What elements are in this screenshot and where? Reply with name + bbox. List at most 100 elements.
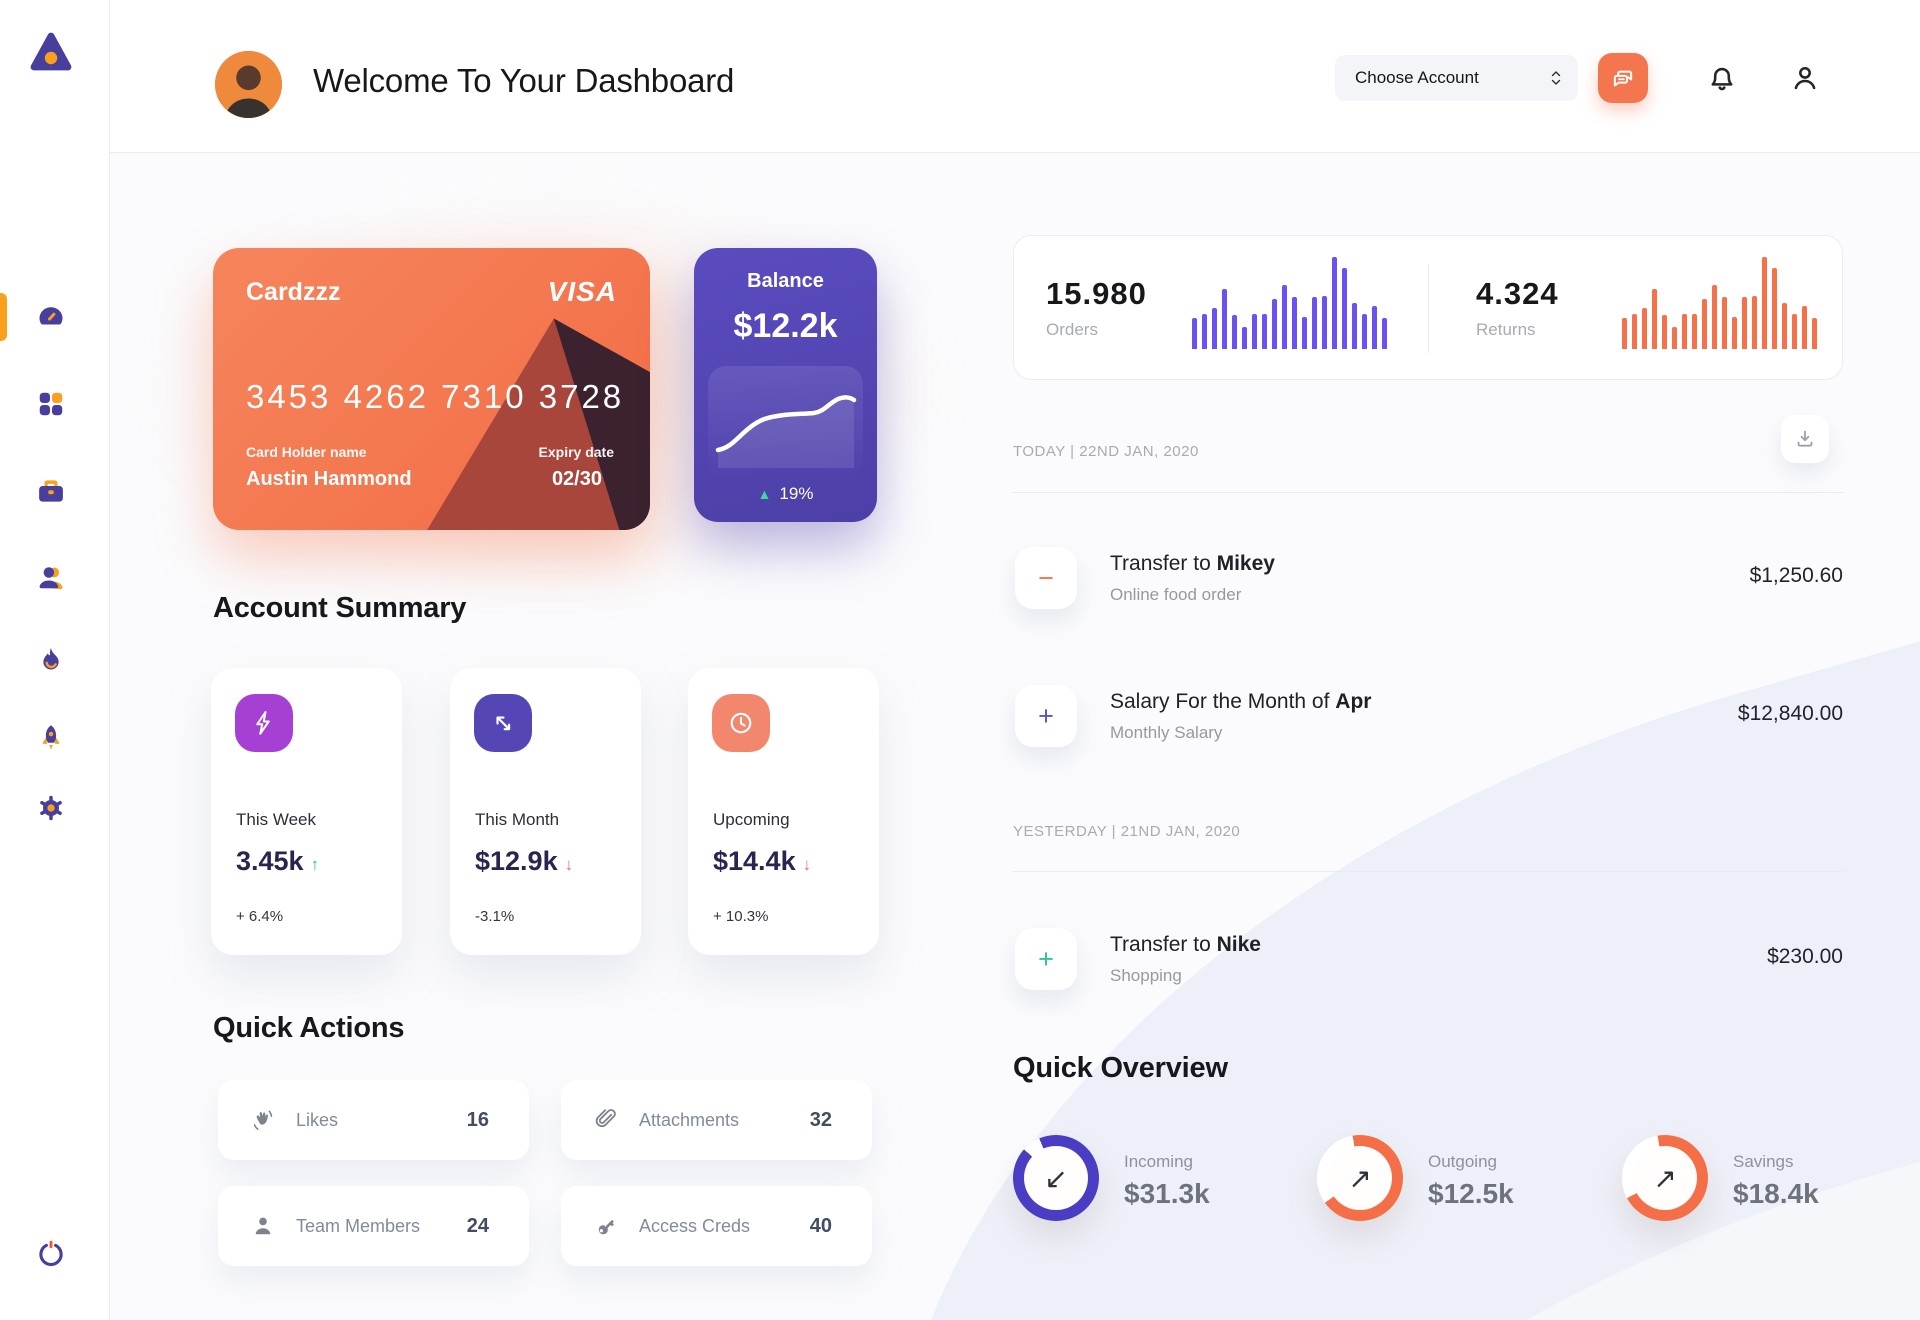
section-divider [1013, 492, 1843, 493]
transaction-amount: $12,840.00 [1737, 702, 1843, 725]
select-chevrons-icon [1551, 71, 1561, 85]
transaction-row[interactable]: + Transfer to Nike Shopping $230.00 [1013, 928, 1843, 990]
summary-card-upcoming[interactable]: Upcoming $14.4k ↓ + 10.3% [688, 668, 879, 955]
balance-card: Balance $12.2k ▲ 19% [694, 248, 877, 522]
summary-card-month[interactable]: This Month $12.9k ↓ -3.1% [450, 668, 641, 955]
account-summary-heading: Account Summary [213, 592, 467, 624]
grid-icon [39, 392, 63, 416]
transaction-subtitle: Shopping [1110, 966, 1182, 985]
user-avatar [215, 51, 282, 118]
card-name: Cardzzz [246, 278, 341, 306]
sidebar-item-dashboard[interactable] [36, 302, 66, 332]
balance-value: $12.2k [733, 307, 838, 345]
active-nav-indicator [0, 293, 7, 341]
sidebar [0, 0, 110, 1320]
sidebar-item-contacts[interactable] [36, 563, 66, 593]
profile-icon [1794, 66, 1816, 90]
transaction-amount: $1,250.60 [1749, 564, 1843, 587]
sidebar-item-settings[interactable] [36, 793, 66, 823]
quick-action-access-creds[interactable]: Access Creds 40 [561, 1186, 872, 1266]
bell-icon [1711, 67, 1733, 91]
returns-bar-chart [1622, 256, 1822, 349]
quick-action-count: 16 [466, 1108, 489, 1131]
balance-change-value: 19% [779, 484, 814, 503]
member-icon [255, 1217, 271, 1235]
gauge-value: $18.4k [1733, 1178, 1819, 1209]
arrow-down-left-icon: ↙ [1024, 1146, 1088, 1210]
summary-value: 3.45k ↑ [236, 846, 320, 876]
quick-action-label: Likes [296, 1109, 339, 1130]
section-divider [1013, 871, 1843, 872]
summary-delta: + 6.4% [236, 908, 284, 925]
transaction-subtitle: Monthly Salary [1110, 723, 1223, 742]
quick-action-team-members[interactable]: Team Members 24 [218, 1186, 529, 1266]
quick-action-label: Attachments [639, 1109, 740, 1130]
card-expiry-label: Expiry date [538, 444, 614, 460]
clap-icon [253, 1110, 273, 1130]
rocket-icon [42, 725, 60, 750]
download-button[interactable] [1781, 415, 1829, 463]
sidebar-item-trending[interactable] [36, 645, 66, 675]
key-icon [598, 1219, 614, 1235]
card-number: 3453 4262 7310 3728 [246, 378, 625, 415]
gauge-label: Outgoing [1428, 1152, 1497, 1171]
returns-label: Returns [1476, 320, 1536, 339]
summary-card-week[interactable]: This Week 3.45k ↑ + 6.4% [211, 668, 402, 955]
quick-action-likes[interactable]: Likes 16 [218, 1080, 529, 1160]
flame-icon [43, 647, 59, 670]
sidebar-item-logout[interactable] [36, 1238, 66, 1268]
quick-action-count: 40 [809, 1214, 832, 1237]
balance-change: ▲ 19% [694, 484, 877, 504]
clock-icon [730, 712, 752, 734]
card-holder-label: Card Holder name [246, 444, 367, 460]
up-arrow-icon: ▲ [757, 486, 772, 502]
triangle-logo-icon [30, 32, 72, 71]
quick-action-count: 32 [809, 1108, 832, 1131]
lightning-tile [235, 694, 293, 752]
credit-card: Cardzzz VISA 3453 4262 7310 3728 Card Ho… [213, 248, 650, 530]
balance-chart-panel [708, 366, 863, 478]
panel-divider [1428, 264, 1429, 353]
transaction-title: Salary For the Month of Apr [1110, 690, 1372, 713]
avatar-photo [215, 51, 282, 118]
transaction-row[interactable]: + Salary For the Month of Apr Monthly Sa… [1013, 685, 1843, 747]
visa-logo: VISA [547, 276, 617, 307]
transaction-row[interactable]: − Transfer to Mikey Online food order $1… [1013, 547, 1843, 609]
user-icon [39, 567, 63, 590]
profile-button[interactable] [1788, 61, 1822, 95]
sidebar-item-portfolio[interactable] [36, 476, 66, 506]
summary-value: $14.4k ↓ [713, 846, 812, 876]
clock-tile [712, 694, 770, 752]
transfer-arrows-icon [496, 716, 511, 731]
briefcase-icon [39, 480, 63, 502]
chat-icon [1613, 70, 1633, 87]
header: Welcome To Your Dashboard Choose Account [110, 0, 1920, 153]
transaction-amount: $230.00 [1767, 945, 1843, 968]
card-holder-name: Austin Hammond [246, 468, 412, 490]
trend-up-icon: ↑ [310, 855, 320, 874]
choose-account-select[interactable]: Choose Account [1335, 55, 1578, 101]
summary-delta: + 10.3% [713, 908, 769, 925]
quick-action-count: 24 [466, 1214, 489, 1237]
sidebar-item-launch[interactable] [36, 723, 66, 753]
orders-returns-panel: 15.980 Orders 4.324 Returns [1013, 235, 1843, 380]
sidebar-item-apps[interactable] [36, 389, 66, 419]
summary-period: This Week [236, 810, 316, 829]
quick-action-attachments[interactable]: Attachments 32 [561, 1080, 872, 1160]
messages-button[interactable] [1598, 53, 1648, 103]
arrow-up-right-icon: ↗ [1328, 1146, 1392, 1210]
gauge-value: $12.5k [1428, 1178, 1514, 1209]
summary-value: $12.9k ↓ [475, 846, 574, 876]
power-icon [39, 1240, 63, 1266]
gear-icon [40, 795, 62, 821]
transaction-title: Transfer to Nike [1110, 933, 1261, 956]
page-title: Welcome To Your Dashboard [313, 62, 735, 99]
orders-bar-chart [1192, 256, 1392, 349]
transfer-arrows-tile [474, 694, 532, 752]
trend-down-icon: ↓ [802, 855, 812, 874]
app-logo [27, 28, 75, 76]
outgoing-gauge: ↗ [1317, 1135, 1403, 1221]
summary-period: Upcoming [713, 810, 790, 829]
notifications-button[interactable] [1705, 61, 1739, 95]
